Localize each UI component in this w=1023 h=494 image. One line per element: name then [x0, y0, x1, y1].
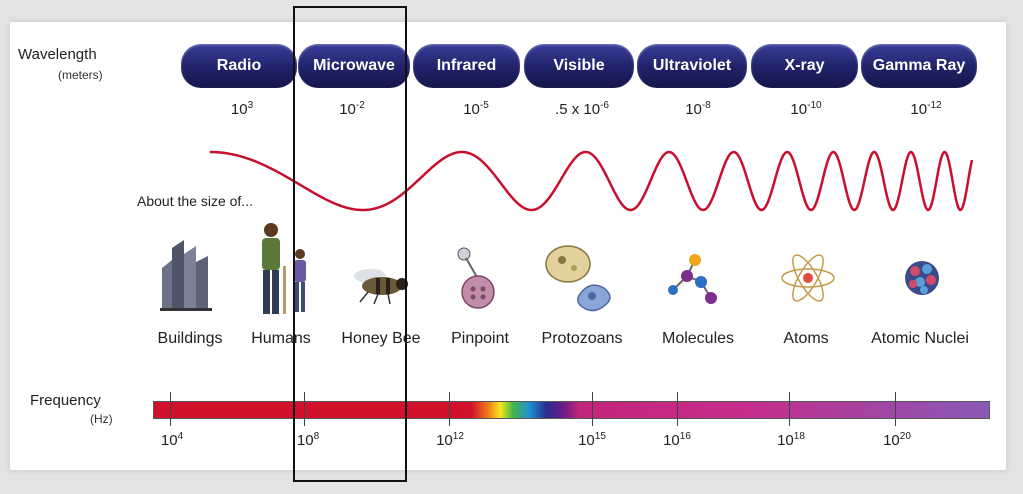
frequency-tick-label: 1015 — [578, 431, 606, 449]
object-label-atoms: Atoms — [783, 330, 829, 347]
frequency-tick-label: 1012 — [436, 431, 464, 449]
frequency-tick-label: 1018 — [777, 431, 805, 449]
humans-icon — [262, 223, 306, 314]
object-label-humans: Humans — [251, 330, 311, 347]
frequency-tick — [170, 392, 171, 426]
frequency-tick — [677, 392, 678, 426]
frequency-tick-label: 108 — [296, 431, 320, 449]
frequency-tick-label: 104 — [160, 431, 184, 449]
frequency-unit: (Hz) — [90, 412, 113, 426]
object-label-atomic-nuclei: Atomic Nuclei — [871, 330, 969, 347]
frequency-tick — [592, 392, 593, 426]
wavelength-unit: (meters) — [58, 68, 103, 82]
wavelength-value-ultraviolet: 10-8 — [685, 100, 711, 118]
wavelength-value-xray: 10-10 — [790, 100, 822, 118]
frequency-tick — [895, 392, 896, 426]
wavelength-title: Wavelength — [18, 46, 97, 63]
band-radio: Radio — [181, 44, 297, 88]
frequency-tick — [789, 392, 790, 426]
frequency-tick-label: 1020 — [883, 431, 911, 449]
wavelength-value-visible: .5 x 10-6 — [555, 100, 609, 118]
frequency-tick — [304, 392, 305, 426]
wavelength-value-infrared: 10-5 — [463, 100, 489, 118]
band-gamma-ray: Gamma Ray — [861, 44, 977, 88]
band-visible: Visible — [524, 44, 634, 88]
honey-bee-icon — [354, 269, 408, 305]
wave-line — [210, 150, 974, 212]
microwave-highlight-box — [293, 6, 407, 482]
object-label-molecules: Molecules — [661, 330, 735, 347]
object-label-honey-bee: Honey Bee — [341, 330, 421, 347]
band-ultraviolet: Ultraviolet — [637, 44, 747, 88]
band-microwave: Microwave — [298, 44, 410, 88]
wavelength-value-radio: 103 — [230, 100, 254, 118]
molecules-icon — [668, 254, 717, 304]
frequency-title: Frequency — [30, 392, 101, 409]
frequency-tick — [449, 392, 450, 426]
band-xray: X-ray — [751, 44, 858, 88]
frequency-tick-label: 1016 — [663, 431, 691, 449]
object-label-pinpoint: Pinpoint — [451, 330, 509, 347]
object-label-protozoans: Protozoans — [541, 330, 623, 347]
object-label-buildings: Buildings — [157, 330, 223, 347]
pinpoint-icon — [457, 247, 495, 309]
buildings-icon — [160, 240, 212, 311]
atomic-nuclei-icon — [905, 261, 939, 295]
wavelength-value-gamma-ray: 10-12 — [910, 100, 942, 118]
size-comparison-label: About the size of... — [137, 193, 253, 209]
frequency-spectrum-bar — [153, 401, 990, 419]
wavelength-value-microwave: 10-2 — [339, 100, 365, 118]
band-infrared: Infrared — [413, 44, 520, 88]
protozoans-icon — [545, 245, 611, 312]
atoms-icon — [781, 254, 835, 302]
